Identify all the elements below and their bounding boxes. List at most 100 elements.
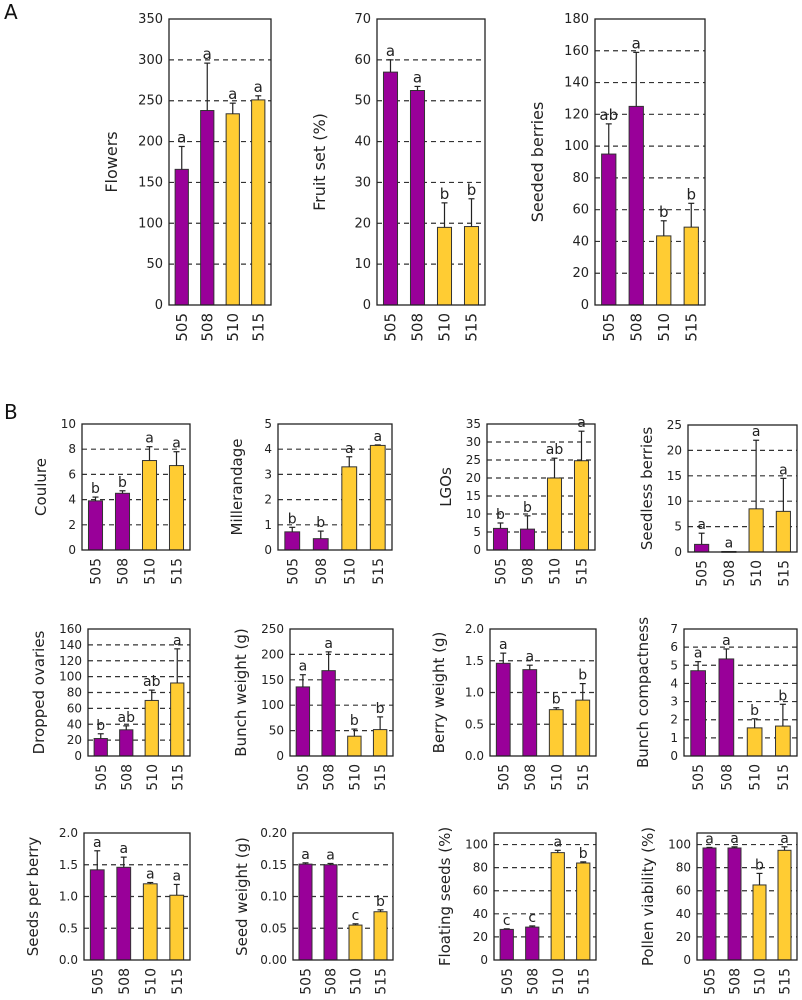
y-tick-label: 20 [676,930,691,944]
y-tick-label: 10 [354,257,371,272]
significance-letter: b [376,701,385,717]
bar-505 [690,670,706,757]
y-tick-label: 3 [670,695,678,709]
significance-letter: b [118,475,127,491]
bar-510 [144,699,159,757]
y-tick-label: 0 [68,543,76,557]
x-tick-label: 505 [496,764,512,791]
significance-letter: a [119,841,128,857]
bar-515 [170,682,185,757]
panel-label-a: A [4,0,18,24]
y-tick-label: 2.0 [465,622,484,636]
bar-515 [573,460,590,551]
y-tick-label: 1.0 [59,890,78,904]
y-tick-label: 180 [564,12,589,27]
x-tick-label: 515 [170,558,186,585]
y-tick-label: 0.5 [59,921,78,935]
y-tick-label: 0 [473,543,481,557]
y-tick-label: 40 [354,135,371,150]
x-tick-label: 505 [94,764,110,791]
bar-510 [746,727,763,757]
y-axis-label: Seeded berries [528,102,547,223]
significance-letter: b [316,515,325,531]
x-tick-label: 515 [374,968,390,995]
bar-508 [409,90,426,306]
y-tick-label: 0 [670,749,678,763]
y-tick-label: 0 [480,953,488,967]
x-tick-label: 508 [719,764,735,791]
y-tick-label: 15 [466,489,481,503]
x-tick-label: 510 [347,764,363,791]
plot-frame [489,628,597,757]
y-tick-label: 6 [670,640,678,654]
x-tick-label: 505 [89,558,105,585]
bar-508 [116,866,132,961]
x-tick-label: 510 [749,560,765,587]
y-tick-label: 2 [264,493,272,507]
y-tick-label: 8 [68,442,76,456]
y-tick-label: 80 [67,686,82,700]
x-tick-label: 508 [525,968,541,995]
significance-letter: b [750,703,759,719]
y-tick-label: 250 [261,622,284,636]
y-tick-label: 0 [155,298,163,313]
x-tick-label: 508 [521,558,537,585]
bar-515 [168,465,185,551]
bar-505 [694,543,710,553]
significance-letter: a [173,633,182,649]
bar-505 [87,500,104,551]
significance-letter: b [496,507,505,523]
bar-508 [727,847,742,961]
significance-letter: a [172,868,181,884]
y-axis-label: Seeds per berry [24,837,42,957]
significance-letter: a [752,424,761,440]
x-tick-label: 508 [409,313,427,342]
bar-515 [775,510,791,553]
x-tick-label: 510 [145,764,161,791]
y-axis-label: Seedless berries [638,427,656,551]
y-tick-label: 300 [138,53,163,68]
significance-letter: b [778,688,787,704]
significance-letter: b [467,181,477,199]
x-tick-label: 510 [748,764,764,791]
x-tick-label: 515 [682,313,700,342]
significance-letter: b [686,185,696,203]
chart-coulure: b 505 b 508 a 510 a 515 0 2 4 6 8 10 Coulure [32,417,191,585]
y-tick-label: 0.00 [260,953,287,967]
y-tick-label: 15 [667,469,682,483]
y-tick-label: 1 [670,731,678,745]
significance-letter: a [632,34,641,52]
y-tick-label: 0.10 [260,890,287,904]
y-tick-label: 20 [67,733,82,747]
y-tick-label: 0 [74,749,82,763]
bar-508 [114,492,131,551]
x-tick-label: 508 [314,558,330,585]
bar-505 [499,928,514,961]
x-tick-label: 515 [463,313,481,342]
y-tick-label: 100 [138,216,163,231]
y-tick-label: 40 [473,907,488,921]
x-tick-label: 505 [382,313,400,342]
bar-510 [347,735,362,757]
significance-letter: b [96,718,105,734]
significance-letter: a [725,535,734,551]
y-tick-label: 2 [670,713,678,727]
bar-510 [548,709,564,757]
y-tick-label: 140 [564,76,589,91]
significance-letter: a [301,847,310,863]
y-tick-label: 80 [473,861,488,875]
significance-letter: a [413,68,422,86]
chart-seeded-berries: ab 505 a 508 b 510 b 515 0 20 40 60 80 100 120 140 160 18… [528,12,706,342]
x-tick-label: 515 [576,764,592,791]
y-tick-label: 5 [674,520,682,534]
bar-505 [295,686,311,757]
y-tick-label: 150 [138,175,163,190]
y-tick-label: 0 [683,953,691,967]
y-tick-label: 0.0 [59,953,78,967]
y-tick-label: 120 [59,654,82,668]
y-axis-label: Flowers [102,131,121,192]
y-tick-label: 100 [261,698,284,712]
significance-letter: a [499,637,508,653]
y-tick-label: 35 [466,417,481,431]
